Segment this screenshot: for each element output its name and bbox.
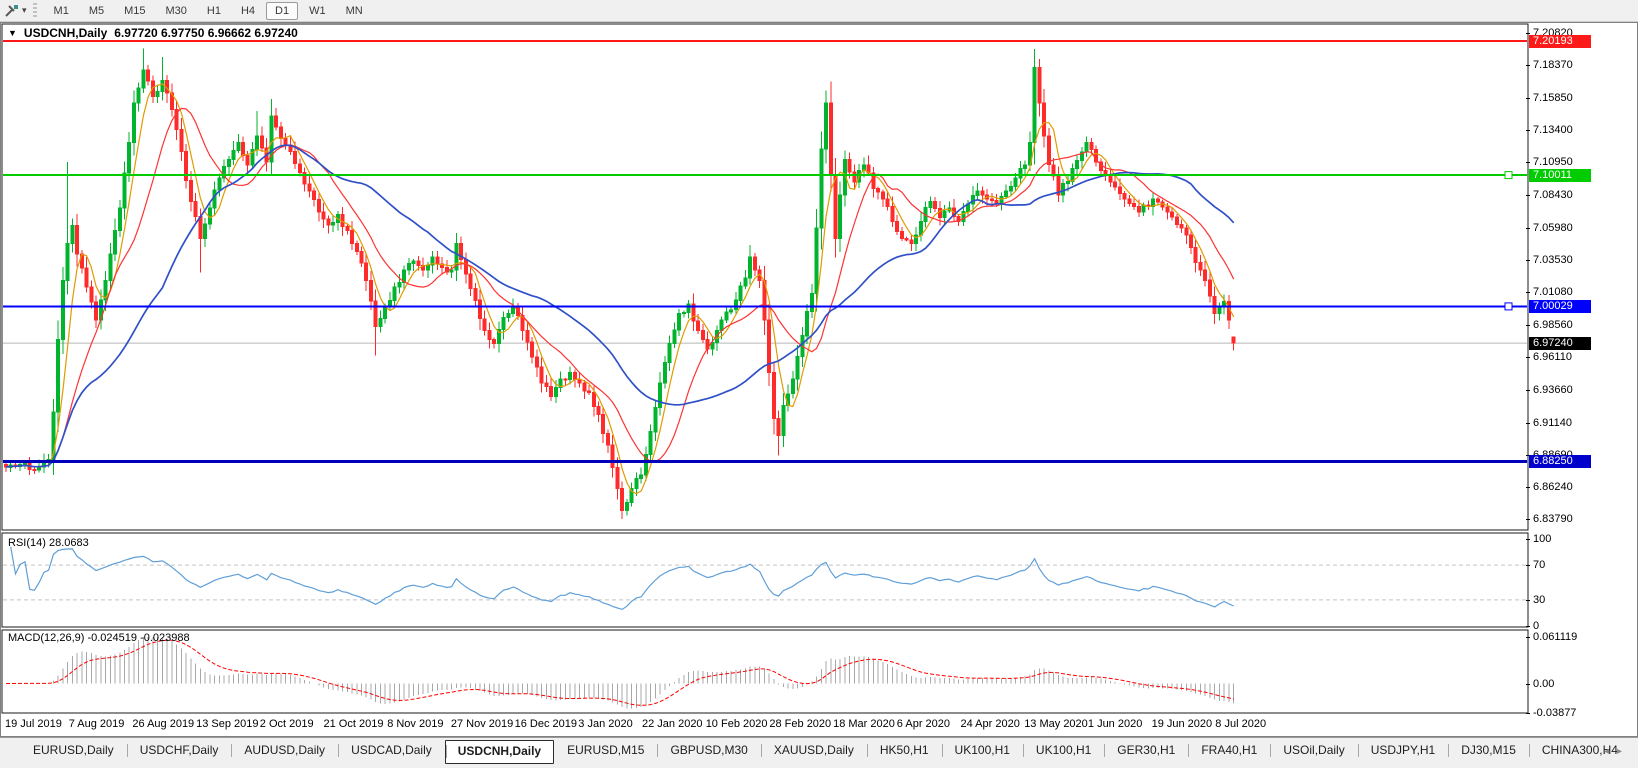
- indicator-tick: -0.03877: [1526, 707, 1576, 719]
- date-label: 7 Aug 2019: [68, 718, 125, 730]
- price-tick: 6.98560: [1526, 319, 1573, 331]
- date-label: 13 Sep 2019: [196, 718, 259, 730]
- macd-indicator-label: MACD(12,26,9) -0.024519 -0.023988: [8, 632, 190, 644]
- tab-eurusd-daily[interactable]: EURUSD,Daily: [33, 743, 114, 757]
- rsi-indicator-label: RSI(14) 28.0683: [8, 537, 89, 549]
- date-label: 8 Jul 2020: [1215, 718, 1267, 730]
- tab-hk50-h1[interactable]: HK50,H1: [866, 740, 942, 760]
- date-label: 27 Nov 2019: [450, 718, 514, 730]
- chart-ohlc-values: 6.97720 6.97750 6.96662 6.97240: [114, 26, 298, 40]
- indicator-tick: 0.061119: [1526, 631, 1577, 643]
- date-label: 16 Dec 2019: [514, 718, 577, 730]
- tab-usdjpy-h1[interactable]: USDJPY,H1: [1357, 740, 1448, 760]
- date-label: 26 Aug 2019: [132, 718, 195, 730]
- price-tag: 6.97240: [1529, 336, 1591, 350]
- date-label: 13 May 2020: [1024, 718, 1088, 730]
- price-tick: 6.96110: [1526, 351, 1572, 363]
- price-tick: 7.03530: [1526, 254, 1573, 266]
- tab-dj30-m15[interactable]: DJ30,M15: [1448, 740, 1529, 760]
- tab-scroll-left-icon[interactable]: ◂: [1603, 746, 1617, 757]
- timeframe-button-h4[interactable]: H4: [240, 4, 256, 17]
- tab-usdcad-daily[interactable]: USDCAD,Daily: [338, 740, 445, 760]
- price-tick: 7.10950: [1526, 156, 1573, 168]
- date-label: 6 Apr 2020: [896, 718, 951, 730]
- date-label: 2 Oct 2019: [259, 718, 314, 730]
- date-label: 10 Feb 2020: [705, 718, 768, 730]
- date-label: 28 Feb 2020: [769, 718, 832, 730]
- tab-scroll-right-icon[interactable]: ▸: [1616, 746, 1630, 757]
- tab-uk100-h1[interactable]: UK100,H1: [1022, 740, 1104, 760]
- tab-eurusd-m15[interactable]: EURUSD,M15: [567, 743, 645, 757]
- tab-audusd-daily[interactable]: AUDUSD,Daily: [231, 740, 338, 760]
- tab-usdcnh-daily[interactable]: USDCNH,Daily: [444, 740, 555, 764]
- timeframe-button-d1[interactable]: D1: [266, 1, 299, 20]
- price-tick: 6.83790: [1526, 513, 1573, 525]
- indicator-tick: 30: [1526, 594, 1545, 606]
- price-tag: 7.10011: [1529, 168, 1591, 182]
- chart-header: ▼ USDCNH,Daily 6.97720 6.97750 6.96662 6…: [8, 26, 298, 40]
- top-toolbar: ▾ M1 M5 M15 M30 H1 H4 D1 W1 MN: [0, 0, 1638, 22]
- tab-gbpusd-m30[interactable]: GBPUSD,M30: [657, 740, 760, 760]
- date-label: 24 Apr 2020: [960, 718, 1020, 730]
- date-label: 8 Nov 2019: [387, 718, 444, 730]
- date-label: 1 Jun 2020: [1087, 718, 1143, 730]
- price-tag: 7.20193: [1529, 34, 1591, 48]
- date-label: 19 Jun 2020: [1151, 718, 1213, 730]
- timeframe-toolbar: M1 M5 M15 M30 H1 H4 D1 W1 MN: [45, 1, 372, 20]
- tab-fra40-h1[interactable]: FRA40,H1: [1188, 740, 1270, 760]
- indicator-tick: 0: [1526, 620, 1539, 632]
- timeframe-button-m15[interactable]: M15: [124, 4, 146, 17]
- chevron-down-icon[interactable]: ▾: [22, 5, 27, 15]
- price-tick: 7.08430: [1526, 189, 1573, 201]
- price-tick: 6.91140: [1526, 417, 1572, 429]
- tab-usoil-daily[interactable]: USOil,Daily: [1270, 740, 1357, 760]
- tab-uk100-h1[interactable]: UK100,H1: [941, 740, 1023, 760]
- indicator-tick: 0.00: [1526, 678, 1554, 690]
- tab-scroll-arrows: ◂▸: [1604, 746, 1630, 757]
- timeframe-button-m1[interactable]: M1: [53, 4, 69, 17]
- timeframe-button-mn[interactable]: MN: [345, 4, 363, 17]
- date-label: 19 Jul 2019: [5, 718, 62, 730]
- price-tick: 6.86240: [1526, 481, 1573, 493]
- price-tick: 7.05980: [1526, 222, 1573, 234]
- date-label: 3 Jan 2020: [578, 718, 633, 730]
- timeframe-button-h1[interactable]: H1: [206, 4, 221, 17]
- chart-tab-bar: EURUSD,Daily USDCHF,Daily AUDUSD,Daily USDC…: [0, 737, 1638, 768]
- collapse-chart-icon[interactable]: ▼: [8, 28, 17, 38]
- chart-tabs: EURUSD,Daily USDCHF,Daily AUDUSD,Daily USDC…: [0, 738, 1638, 768]
- price-tick: 7.13400: [1526, 124, 1573, 136]
- price-tick: 7.01080: [1526, 286, 1573, 298]
- tab-usdchf-daily[interactable]: USDCHF,Daily: [126, 740, 232, 760]
- timeframe-button-m5[interactable]: M5: [88, 4, 105, 17]
- indicator-tick: 100: [1526, 533, 1551, 545]
- tab-xauusd-daily[interactable]: XAUUSD,Daily: [760, 740, 867, 760]
- tab-ger30-h1[interactable]: GER30,H1: [1104, 740, 1188, 760]
- timeframe-button-m30[interactable]: M30: [165, 4, 187, 17]
- tab-china300-h4[interactable]: CHINA300,H4: [1528, 740, 1631, 760]
- indicator-tick: 70: [1526, 559, 1545, 571]
- toolbar-grip-handle[interactable]: [32, 2, 37, 19]
- date-label: 22 Jan 2020: [642, 718, 703, 730]
- price-tag: 6.88250: [1529, 454, 1591, 468]
- price-tag: 7.00029: [1529, 299, 1591, 313]
- price-tick: 7.18370: [1526, 59, 1573, 71]
- date-label: 21 Oct 2019: [323, 718, 384, 730]
- price-tick: 6.93660: [1526, 384, 1573, 396]
- timeframe-button-w1[interactable]: W1: [309, 4, 326, 17]
- chart-title: USDCNH,Daily: [23, 26, 108, 40]
- price-tick: 7.15850: [1526, 92, 1573, 104]
- crosshair-tool-icon[interactable]: [2, 2, 22, 20]
- date-label: 18 Mar 2020: [833, 718, 895, 730]
